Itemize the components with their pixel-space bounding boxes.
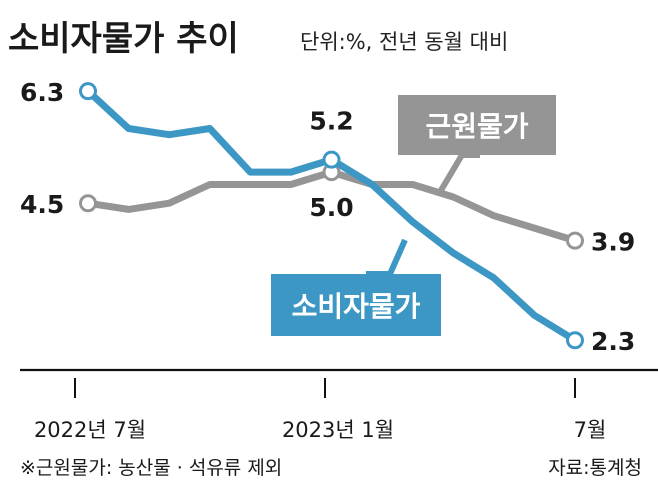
core-data-label: 5.0: [309, 193, 353, 222]
core-series: [79, 163, 584, 250]
cpi-callout-leader: [366, 238, 408, 277]
chart-title: 소비자물가 추이: [8, 19, 239, 59]
core-callout-label: 근원물가: [425, 110, 528, 143]
cpi-callout: 소비자물가: [271, 238, 441, 336]
cpi-callout-label: 소비자물가: [292, 290, 421, 323]
cpi-marker: [566, 331, 584, 350]
cpi-marker: [322, 150, 341, 169]
x-tick-label-3: 7월: [574, 418, 607, 442]
cpi-data-label: 6.3: [20, 78, 64, 107]
x-tick-label-1: 2022년 7월: [34, 418, 146, 442]
core-callout-leader: [437, 152, 480, 194]
cpi-data-label: 2.3: [591, 327, 635, 356]
cpi-series: [79, 82, 584, 350]
core-data-label: 3.9: [591, 228, 635, 257]
unit-note: 단위:%, 전년 동월 대비: [300, 30, 508, 54]
core-callout-box: [398, 95, 556, 155]
core-data-label: 4.5: [20, 190, 64, 219]
cpi-marker: [79, 82, 97, 101]
footnote: ※근원물가: 농산물 · 석유류 제외: [20, 457, 282, 479]
cpi-data-label: 5.2: [309, 107, 353, 136]
core-marker: [566, 231, 584, 250]
cpi-callout-box: [271, 274, 441, 336]
core-marker: [79, 194, 97, 213]
x-tick-label-2: 2023년 1월: [282, 418, 394, 442]
data-labels: 6.3 5.2 2.3 4.5 5.0 3.9: [20, 78, 635, 356]
source-note: 자료:통계청: [548, 457, 642, 479]
core-callout: 근원물가: [398, 95, 556, 194]
